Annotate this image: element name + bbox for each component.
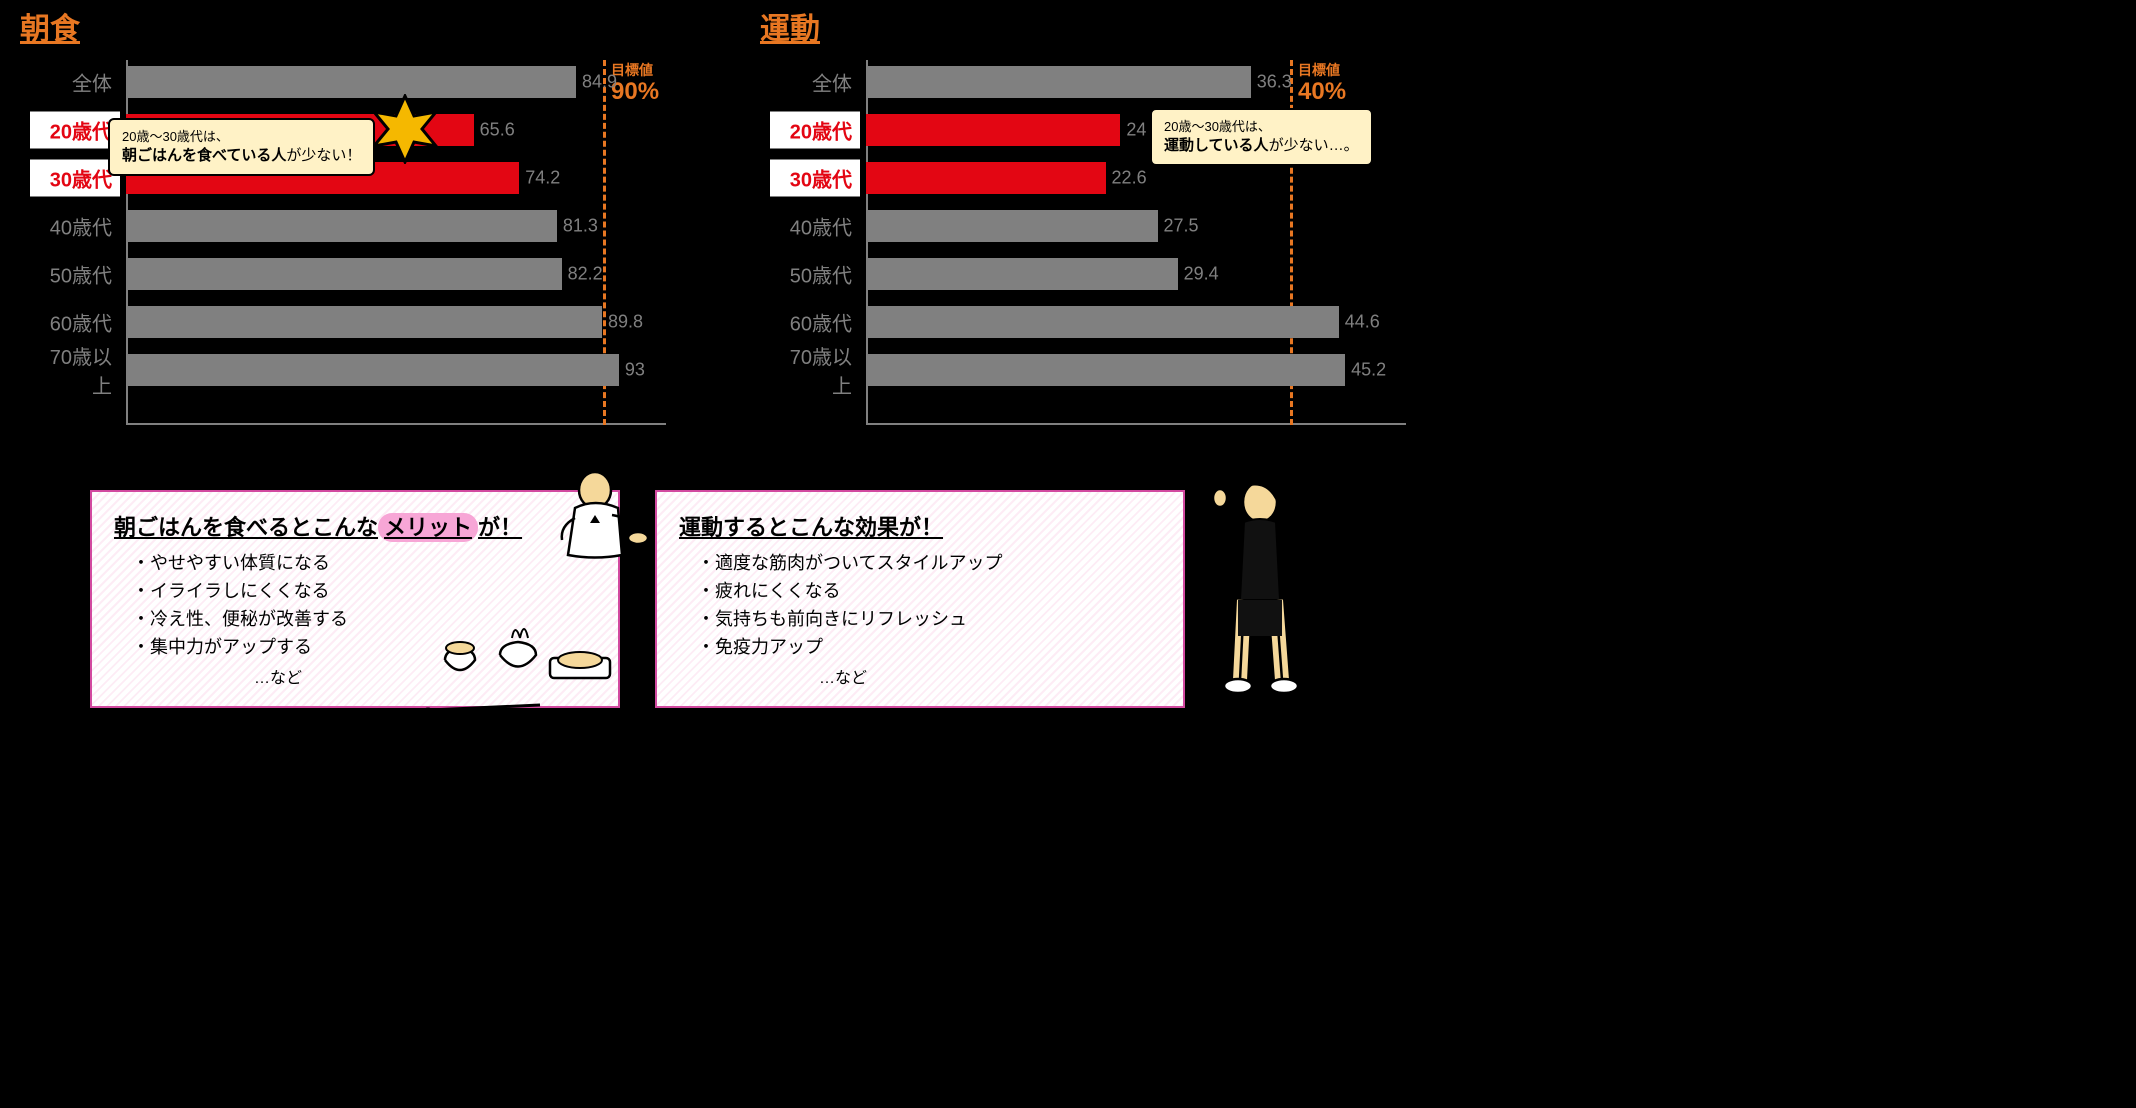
- bar-row: 50歳代 82.2: [30, 252, 680, 296]
- bar-value: 65.6: [480, 120, 515, 141]
- bar-row: 50歳代 29.4: [770, 252, 1420, 296]
- bar-row: 40歳代 81.3: [30, 204, 680, 248]
- benefit-more: …など: [679, 664, 1161, 688]
- benefit-title-post: が！: [478, 515, 522, 540]
- x-axis: [126, 423, 666, 425]
- benefit-item: ・やせやすい体質になる: [132, 550, 596, 578]
- bar-value: 36.3: [1257, 72, 1292, 93]
- bar: [866, 162, 1106, 194]
- bar-label: 全体: [30, 68, 120, 97]
- benefit-title-pre: 運動するとこんな効果が！: [679, 515, 943, 540]
- bar-value: 84.9: [582, 72, 617, 93]
- bar-value: 29.4: [1184, 264, 1219, 285]
- bar: [126, 66, 576, 98]
- bar: [866, 114, 1120, 146]
- bar-label: 40歳代: [770, 212, 860, 241]
- benefit-item: ・疲れにくくなる: [697, 578, 1161, 606]
- exercise-chart: 目標値 40% 全体36.320歳代2430歳代22.640歳代27.550歳代…: [770, 60, 1420, 440]
- bar: [126, 258, 562, 290]
- benefit-title-highlight: メリット: [378, 513, 478, 542]
- bar-label: 70歳以上: [770, 341, 860, 399]
- bar-row: 全体 36.3: [770, 60, 1420, 104]
- bar-label: 全体: [770, 68, 860, 97]
- bar: [866, 306, 1339, 338]
- bar-label: 40歳代: [30, 212, 120, 241]
- eating-person-icon: [540, 460, 670, 590]
- bar-value: 81.3: [563, 216, 598, 237]
- section-title-breakfast: 朝食: [20, 4, 80, 48]
- callout-strong: 朝ごはんを食べている人: [122, 147, 286, 164]
- bar-row: 全体 84.9: [30, 60, 680, 104]
- bar-row: 70歳以上93: [30, 348, 680, 392]
- flexing-person-icon: [1200, 470, 1340, 750]
- bar: [866, 354, 1345, 386]
- callout-rest: が少ない！: [286, 147, 361, 164]
- bar-value: 93: [625, 360, 645, 381]
- callout-line2: 朝ごはんを食べている人が少ない！: [122, 146, 361, 166]
- benefit-title: 朝ごはんを食べるとこんなメリットが！: [114, 510, 596, 542]
- food-icon: [420, 610, 620, 730]
- bar-label: 20歳代: [30, 112, 120, 149]
- bar-label: 60歳代: [30, 308, 120, 337]
- bar-row: 40歳代 27.5: [770, 204, 1420, 248]
- bar: [126, 210, 557, 242]
- benefit-box-exercise: 運動するとこんな効果が！ ・適度な筋肉がついてスタイルアップ・疲れにくくなる・気…: [655, 490, 1185, 708]
- bar-label: 70歳以上: [30, 341, 120, 399]
- bar-label: 50歳代: [770, 260, 860, 289]
- callout-line1: 20歳～30歳代は、: [122, 128, 361, 146]
- bar: [866, 258, 1178, 290]
- callout-exercise: 20歳～30歳代は、 運動している人が少ない…。: [1150, 108, 1373, 166]
- bar-value: 27.5: [1164, 216, 1199, 237]
- bar-value: 24: [1126, 120, 1146, 141]
- benefit-item: ・適度な筋肉がついてスタイルアップ: [697, 550, 1161, 578]
- callout-line2: 運動している人が少ない…。: [1164, 136, 1359, 156]
- bar-row: 70歳以上45.2: [770, 348, 1420, 392]
- bar: [866, 66, 1251, 98]
- benefit-item: ・イライラしにくくなる: [132, 578, 596, 606]
- bar-label: 30歳代: [30, 160, 120, 197]
- benefit-item: ・気持ちも前向きにリフレッシュ: [697, 606, 1161, 634]
- bar-value: 74.2: [525, 168, 560, 189]
- bar-value: 44.6: [1345, 312, 1380, 333]
- bar-label: 60歳代: [770, 308, 860, 337]
- benefit-list: ・適度な筋肉がついてスタイルアップ・疲れにくくなる・気持ちも前向きにリフレッシュ…: [679, 550, 1161, 662]
- benefit-title: 運動するとこんな効果が！: [679, 510, 1161, 542]
- benefit-item: ・免疫力アップ: [697, 634, 1161, 662]
- bar-label: 20歳代: [770, 112, 860, 149]
- x-axis: [866, 423, 1406, 425]
- bar: [126, 306, 602, 338]
- callout-line1: 20歳～30歳代は、: [1164, 118, 1359, 136]
- bar-value: 22.6: [1112, 168, 1147, 189]
- section-title-exercise: 運動: [760, 4, 820, 48]
- bar-value: 45.2: [1351, 360, 1386, 381]
- bar-value: 82.2: [568, 264, 603, 285]
- breakfast-chart: 目標値 90% 全体84.920歳代65.630歳代74.240歳代81.350…: [30, 60, 680, 440]
- bar-row: 60歳代 89.8: [30, 300, 680, 344]
- bar-label: 30歳代: [770, 160, 860, 197]
- bar-label: 50歳代: [30, 260, 120, 289]
- callout-breakfast: 20歳～30歳代は、 朝ごはんを食べている人が少ない！: [108, 118, 375, 176]
- starburst-icon: [370, 94, 440, 164]
- bar: [866, 210, 1158, 242]
- benefit-title-pre: 朝ごはんを食べるとこんな: [114, 515, 378, 540]
- callout-strong: 運動している人: [1164, 137, 1269, 154]
- bar-row: 60歳代 44.6: [770, 300, 1420, 344]
- bar: [126, 354, 619, 386]
- bar-value: 89.8: [608, 312, 643, 333]
- callout-rest: が少ない…。: [1269, 137, 1359, 154]
